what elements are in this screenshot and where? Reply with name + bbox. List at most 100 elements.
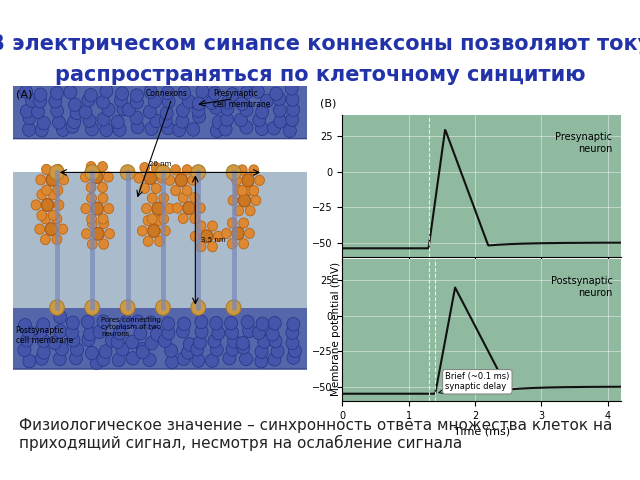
Circle shape	[236, 336, 249, 350]
Circle shape	[64, 85, 77, 99]
Circle shape	[37, 346, 50, 359]
Circle shape	[99, 239, 109, 249]
Circle shape	[211, 124, 223, 138]
Text: распространяться по клеточному синцитию: распространяться по клеточному синцитию	[55, 65, 585, 85]
Circle shape	[143, 216, 153, 226]
Circle shape	[31, 200, 41, 210]
Circle shape	[53, 352, 66, 366]
Circle shape	[37, 334, 50, 348]
Circle shape	[113, 326, 126, 340]
Circle shape	[182, 346, 195, 359]
Circle shape	[85, 300, 100, 315]
X-axis label: Time (ms): Time (ms)	[454, 426, 509, 436]
Circle shape	[166, 355, 179, 369]
Circle shape	[171, 165, 180, 175]
Circle shape	[92, 228, 104, 240]
Circle shape	[49, 190, 58, 200]
Circle shape	[260, 94, 273, 108]
Circle shape	[140, 163, 150, 173]
Circle shape	[51, 104, 63, 118]
Circle shape	[178, 317, 191, 331]
Circle shape	[147, 193, 157, 204]
Circle shape	[155, 236, 164, 246]
Circle shape	[191, 165, 205, 180]
Circle shape	[193, 109, 205, 123]
Circle shape	[81, 172, 90, 182]
Circle shape	[37, 116, 51, 130]
Circle shape	[48, 336, 61, 349]
Text: Presynaptic
neuron: Presynaptic neuron	[556, 132, 612, 154]
Text: Connexons: Connexons	[145, 89, 187, 98]
Circle shape	[67, 316, 79, 330]
Circle shape	[256, 105, 269, 119]
Circle shape	[211, 343, 223, 357]
Circle shape	[20, 105, 33, 118]
Circle shape	[58, 224, 68, 234]
Circle shape	[70, 106, 83, 120]
Circle shape	[221, 228, 232, 239]
Circle shape	[37, 318, 50, 332]
Circle shape	[284, 124, 296, 137]
Circle shape	[34, 325, 47, 339]
Text: Presynaptic
cell membrane: Presynaptic cell membrane	[213, 89, 270, 109]
Circle shape	[82, 333, 95, 347]
Text: В электрическом синапсе коннексоны позволяют току: В электрическом синапсе коннексоны позво…	[0, 34, 640, 54]
Circle shape	[249, 186, 259, 196]
Text: 20 nm: 20 nm	[149, 161, 171, 167]
Circle shape	[226, 326, 239, 339]
Circle shape	[90, 356, 103, 370]
Circle shape	[190, 231, 200, 241]
FancyBboxPatch shape	[7, 71, 313, 139]
Circle shape	[97, 353, 110, 366]
Circle shape	[125, 336, 139, 349]
Circle shape	[164, 204, 174, 214]
Circle shape	[148, 95, 161, 108]
Circle shape	[150, 327, 163, 341]
Circle shape	[19, 319, 31, 332]
Circle shape	[269, 334, 282, 348]
Text: Brief (~0.1 ms)
synaptic delay: Brief (~0.1 ms) synaptic delay	[439, 372, 509, 394]
Circle shape	[196, 221, 206, 231]
Circle shape	[70, 351, 83, 365]
Circle shape	[81, 315, 94, 329]
Circle shape	[68, 98, 81, 111]
Circle shape	[98, 193, 108, 204]
Circle shape	[86, 162, 96, 172]
Circle shape	[143, 236, 153, 246]
Circle shape	[159, 114, 172, 128]
Circle shape	[79, 105, 92, 119]
Circle shape	[286, 93, 299, 106]
Circle shape	[88, 218, 97, 228]
Circle shape	[289, 344, 301, 358]
Circle shape	[53, 185, 63, 195]
Circle shape	[35, 224, 45, 234]
Circle shape	[36, 175, 45, 185]
Circle shape	[271, 345, 284, 358]
Circle shape	[131, 89, 143, 102]
Circle shape	[111, 115, 124, 129]
Circle shape	[50, 165, 65, 180]
Circle shape	[269, 87, 283, 100]
Circle shape	[98, 214, 108, 224]
Circle shape	[192, 104, 205, 117]
Circle shape	[213, 231, 223, 241]
Circle shape	[208, 335, 221, 348]
Circle shape	[162, 95, 175, 108]
Circle shape	[161, 86, 174, 100]
Circle shape	[91, 202, 104, 215]
Circle shape	[70, 343, 84, 356]
Circle shape	[173, 203, 182, 213]
Circle shape	[159, 193, 168, 204]
Circle shape	[227, 165, 241, 180]
Circle shape	[127, 352, 140, 365]
Circle shape	[196, 84, 209, 98]
Circle shape	[145, 122, 158, 136]
Circle shape	[120, 315, 132, 329]
Circle shape	[66, 120, 79, 133]
Circle shape	[239, 352, 253, 366]
Circle shape	[52, 214, 62, 224]
Circle shape	[182, 95, 195, 108]
Circle shape	[151, 163, 161, 173]
Circle shape	[243, 324, 255, 338]
Circle shape	[130, 111, 143, 124]
